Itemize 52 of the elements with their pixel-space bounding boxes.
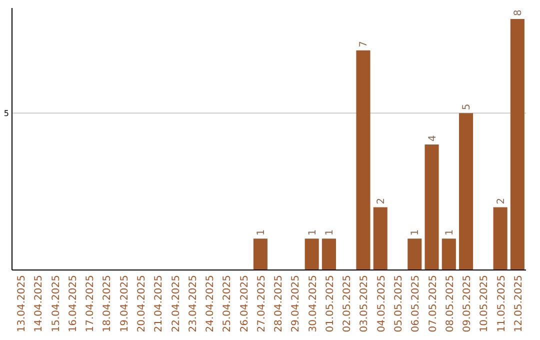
x-tick-label: 14.04.2025 xyxy=(34,275,45,332)
bar xyxy=(408,238,422,270)
x-tick-label: 27.04.2025 xyxy=(256,275,268,332)
x-tick-label: 10.05.2025 xyxy=(479,275,490,332)
x-tick-label: 07.05.2025 xyxy=(428,275,439,332)
x-tick-label: 05.05.2025 xyxy=(394,275,404,332)
x-tick-label: 13.04.2025 xyxy=(16,275,28,332)
x-tick-label: 29.04.2025 xyxy=(290,275,302,332)
x-tick-label: 30.04.2025 xyxy=(308,275,319,332)
x-tick-label: 22.04.2025 xyxy=(170,275,182,332)
x-tick-label: 18.04.2025 xyxy=(102,275,114,332)
x-tick-label: 20.04.2025 xyxy=(136,275,148,332)
x-tick-label: 17.04.2025 xyxy=(85,275,96,332)
x-tick-label: 09.05.2025 xyxy=(462,275,474,332)
x-tick-label: 06.05.2025 xyxy=(410,275,422,332)
x-tick-label: 23.04.2025 xyxy=(188,275,199,332)
x-tick-label: 25.04.2025 xyxy=(222,275,234,332)
data-label: 1 xyxy=(324,229,336,236)
x-tick-label: 19.04.2025 xyxy=(119,275,130,332)
data-label: 2 xyxy=(496,198,507,204)
bar xyxy=(253,238,268,270)
bar xyxy=(322,238,336,270)
x-tick-label: 12.05.2025 xyxy=(513,275,524,332)
bar xyxy=(442,238,456,270)
data-label: 8 xyxy=(512,10,524,16)
x-tick-label: 28.04.2025 xyxy=(274,275,285,332)
data-label: 7 xyxy=(358,40,370,48)
bar xyxy=(493,207,508,270)
x-tick-label: 04.05.2025 xyxy=(376,275,388,332)
bar xyxy=(459,113,474,270)
x-tick-label: 16.04.2025 xyxy=(68,275,79,332)
x-tick-label: 15.04.2025 xyxy=(50,275,62,332)
x-tick-label: 02.05.2025 xyxy=(342,275,354,332)
data-label: 5 xyxy=(462,104,473,110)
bar xyxy=(373,207,388,270)
bar xyxy=(424,144,439,270)
x-tick-label: 21.04.2025 xyxy=(154,275,165,332)
data-label: 1 xyxy=(256,229,267,236)
x-tick-label: 03.05.2025 xyxy=(359,275,370,332)
data-label: 1 xyxy=(307,229,318,236)
x-tick-label: 11.05.2025 xyxy=(496,275,508,332)
data-label: 1 xyxy=(444,229,456,236)
x-tick-label: 01.05.2025 xyxy=(324,275,336,332)
bar xyxy=(356,50,370,270)
x-tick-label: 08.05.2025 xyxy=(444,275,456,332)
data-label: 2 xyxy=(376,198,387,204)
bar xyxy=(304,238,319,270)
x-tick-label: 24.04.2025 xyxy=(205,275,216,332)
bar xyxy=(510,18,524,270)
data-label: 1 xyxy=(410,229,422,236)
data-label: 4 xyxy=(427,135,438,142)
x-tick-label: 26.04.2025 xyxy=(239,275,250,332)
